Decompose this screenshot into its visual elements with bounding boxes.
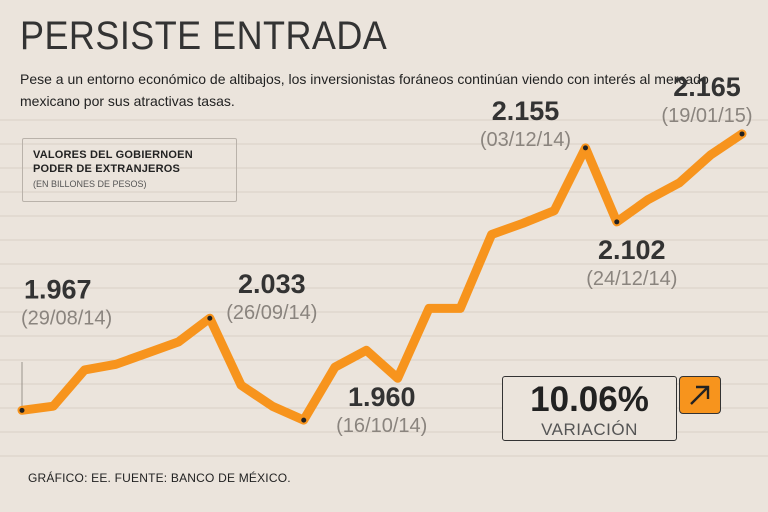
variation-box: 10.06% VARIACIÓN	[502, 376, 677, 441]
date-label: (26/09/14)	[226, 302, 317, 324]
legend-title-line1: VALORES DEL GOBIERNOEN	[33, 149, 193, 161]
date-label: (24/12/14)	[586, 268, 677, 290]
value-label: 2.033	[238, 269, 306, 299]
legend-title-line2: PODER DE EXTRANJEROS	[33, 163, 181, 175]
data-point	[614, 219, 620, 225]
legend-box: VALORES DEL GOBIERNOEN PODER DE EXTRANJE…	[22, 138, 237, 202]
up-right-arrow-icon	[679, 376, 721, 414]
data-point	[19, 407, 25, 413]
date-label: (29/08/14)	[21, 307, 112, 329]
page-title: PERSISTE ENTRADA	[20, 14, 388, 58]
value-label: 2.155	[492, 96, 560, 126]
value-label: 1.960	[348, 382, 416, 412]
legend-subtitle: (EN BILLONES DE PESOS)	[33, 179, 147, 189]
variation-value: 10.06%	[530, 380, 649, 419]
date-label: (03/12/14)	[480, 129, 571, 151]
date-label: (19/01/15)	[661, 105, 752, 127]
variation-label: VARIACIÓN	[541, 420, 638, 439]
value-label: 1.967	[24, 274, 92, 304]
data-point	[582, 145, 588, 151]
value-label: 2.102	[598, 235, 666, 265]
source-note: GRÁFICO: EE. FUENTE: BANCO DE MÉXICO.	[28, 471, 291, 485]
data-point	[207, 315, 213, 321]
data-point	[301, 417, 307, 423]
data-point	[739, 131, 745, 137]
date-label: (16/10/14)	[336, 415, 427, 437]
page-subtitle: Pese a un entorno económico de altibajos…	[20, 71, 709, 109]
series-line	[17, 129, 747, 425]
value-label: 2.165	[673, 72, 741, 102]
